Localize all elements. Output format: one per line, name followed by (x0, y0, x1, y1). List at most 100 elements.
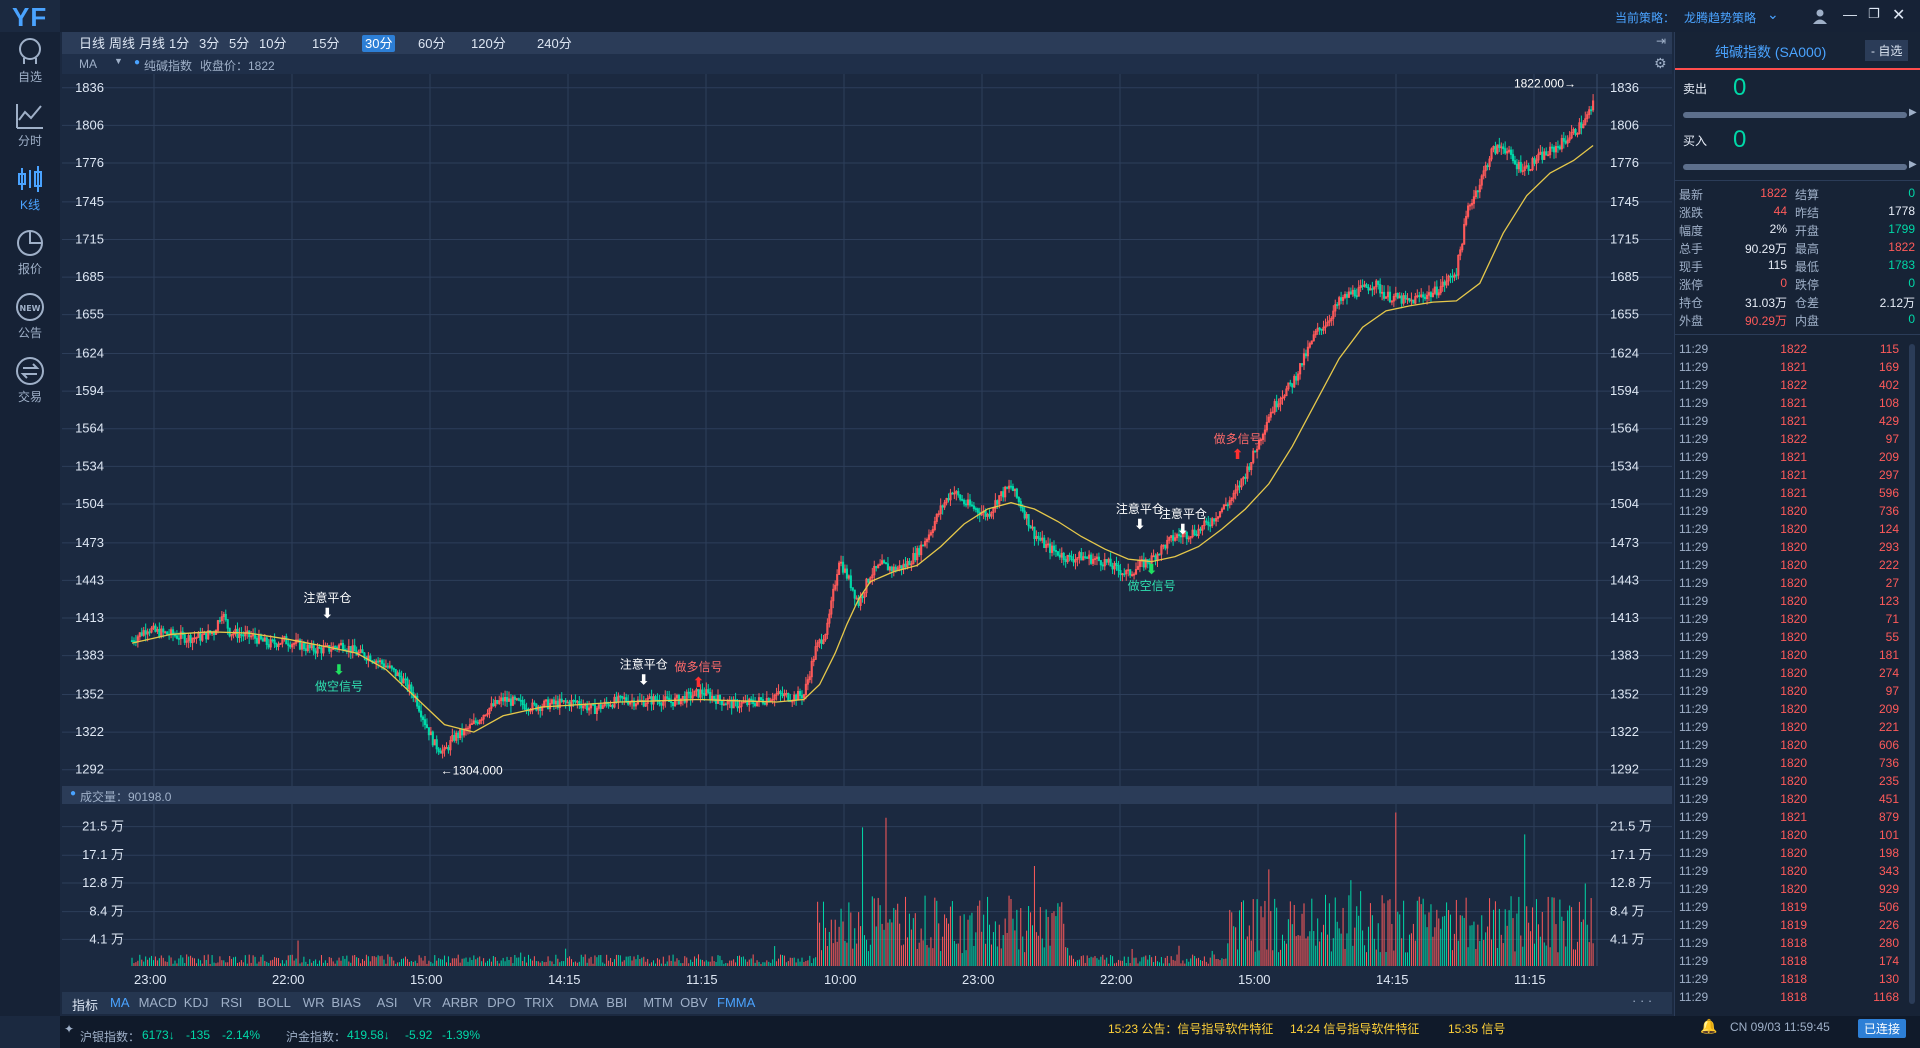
candle-body (1115, 563, 1118, 566)
indicator-tab-15[interactable]: MTM (643, 995, 673, 1010)
candle-body (334, 645, 337, 648)
indicator-tab-3[interactable]: KDJ (183, 995, 209, 1010)
period-11[interactable]: 240分 (537, 36, 572, 51)
notice-3[interactable]: 15:35 信号 (1448, 1022, 1506, 1036)
caret-right-icon[interactable]: ▶ (1909, 107, 1917, 118)
tick-volume: 26 (1886, 1008, 1899, 1010)
notice-2[interactable]: 14:24 信号指导软件特征 (1290, 1022, 1420, 1036)
bell-icon[interactable]: 🔔 (1700, 1018, 1718, 1034)
candle-body (781, 693, 784, 697)
period-5[interactable]: 5分 (229, 36, 250, 51)
indicator-tab-0[interactable]: 指标 (72, 998, 99, 1013)
tick-volume: 226 (1878, 918, 1899, 932)
indicator-tab-9[interactable]: VR (413, 995, 432, 1010)
restore-icon[interactable]: ❐ (1868, 6, 1880, 21)
period-9[interactable]: 60分 (418, 36, 446, 51)
indicator-tab-1[interactable]: MA (110, 995, 130, 1010)
indicator-tab-17[interactable]: FMMA (717, 995, 756, 1010)
caret-down-icon[interactable]: ▼ (114, 56, 123, 66)
candle-body (1367, 287, 1370, 291)
nav-kline[interactable]: K线 (0, 160, 60, 220)
candle-body (517, 698, 520, 701)
nav-trade[interactable]: 交易 (0, 352, 60, 412)
tick-row: 11:29 1820 101 (1675, 826, 1907, 844)
candle-body (732, 699, 735, 709)
candle-body (777, 691, 780, 694)
close-icon[interactable]: ✕ (1892, 7, 1906, 24)
minimize-icon[interactable]: — (1843, 6, 1857, 22)
dot-icon: ● (70, 788, 77, 799)
indicator-tab-14[interactable]: BBI (606, 995, 628, 1010)
arrow-down-icon: ⬇ (1134, 516, 1146, 532)
candle-body (1513, 160, 1517, 165)
candle-body (380, 660, 384, 665)
candle-body (918, 548, 921, 556)
chevron-down-icon[interactable]: ⌄ (1767, 6, 1779, 22)
volume-chart[interactable]: 21.5 万 21.5 万 17.1 万 17.1 万 12.8 万 12.8 万 8.4 … (62, 804, 1672, 987)
candle-body (240, 633, 243, 636)
connection-status[interactable]: 已连接 (1858, 1019, 1907, 1038)
tick-scrollbar[interactable] (1909, 344, 1915, 1004)
user-icon[interactable] (1812, 8, 1828, 24)
tick-row: 11:29 1818 174 (1675, 952, 1907, 970)
quote-cell: 涨停 (1679, 278, 1704, 292)
candle-body (619, 695, 622, 698)
candle-body (552, 699, 556, 705)
period-7[interactable]: 15分 (312, 36, 340, 51)
sell-slider[interactable] (1683, 112, 1907, 118)
nav-watchlist[interactable]: 自选 (0, 32, 60, 92)
nav-quote[interactable]: 报价 (0, 224, 60, 284)
candle-body (1361, 285, 1364, 288)
quote-cell: 0 (1908, 186, 1915, 200)
strategy-select[interactable]: 龙腾趋势策略 (1684, 11, 1757, 25)
indicator-tab-12[interactable]: TRIX (524, 995, 554, 1010)
gear-icon[interactable]: ⚙ (1654, 55, 1667, 71)
indicator-tab-13[interactable]: DMA (569, 995, 599, 1010)
tick-row: 11:29 1820 274 (1675, 664, 1907, 682)
indicator-tab-8[interactable]: ASI (376, 995, 398, 1010)
candle-body (742, 701, 745, 704)
candle-body (1259, 439, 1263, 441)
indicator-tab-16[interactable]: OBV (680, 995, 708, 1010)
arrow-down-icon: ⬇ (333, 661, 345, 677)
nav-notice[interactable]: NEW 公告 (0, 288, 60, 348)
indicator-tab-10[interactable]: ARBR (442, 995, 479, 1010)
more-icon[interactable]: · · · (1632, 993, 1653, 1008)
candle-body (851, 587, 854, 591)
ma-select[interactable]: MA (79, 57, 97, 71)
x-tick-label: 15:00 (1238, 972, 1271, 987)
indicator-tab-11[interactable]: DPO (487, 995, 516, 1010)
candle-body (970, 504, 974, 507)
notice-1[interactable]: 15:23 公告：信号指导软件特征 (1108, 1022, 1274, 1036)
candle-body (1181, 533, 1184, 538)
period-1[interactable]: 周线 (109, 36, 136, 51)
indicator-tab-4[interactable]: RSI (220, 995, 243, 1010)
pin-icon[interactable]: ✦ (64, 1022, 75, 1036)
period-6[interactable]: 10分 (259, 36, 287, 51)
candle-body (1425, 294, 1429, 300)
period-10[interactable]: 120分 (471, 36, 506, 51)
nav-timeshare[interactable]: 分时 (0, 96, 60, 156)
tick-time: 11:29 (1679, 738, 1709, 752)
period-2[interactable]: 月线 (139, 36, 166, 51)
candle-body (1013, 488, 1016, 492)
candle-body (494, 700, 497, 707)
period-0[interactable]: 日线 (79, 36, 106, 51)
period-8[interactable]: 30分 (362, 35, 396, 52)
candle-body (1269, 412, 1272, 418)
caret-right-icon[interactable]: ▶ (1909, 159, 1917, 170)
period-3[interactable]: 1分 (169, 36, 190, 51)
buy-slider[interactable] (1683, 164, 1907, 170)
signal-label: 注意平仓 (1159, 506, 1207, 521)
candle-body (1183, 532, 1186, 535)
kline-chart[interactable]: 1836 1836 1806 1806 1776 1776 1745 1745 1715 1715… (62, 74, 1672, 786)
indicator-tab-5[interactable]: BOLL (257, 995, 291, 1010)
indicator-tab-2[interactable]: MACD (138, 995, 177, 1010)
indicator-tab-7[interactable]: BIAS (331, 995, 362, 1010)
indicator-tab-6[interactable]: WR (302, 995, 325, 1010)
period-4[interactable]: 3分 (199, 36, 220, 51)
watchlist-toggle-button[interactable]: - 自选 (1865, 40, 1909, 61)
candle-body (738, 706, 741, 709)
candle-body (275, 643, 278, 648)
collapse-icon[interactable]: ⇥ (1656, 34, 1667, 48)
